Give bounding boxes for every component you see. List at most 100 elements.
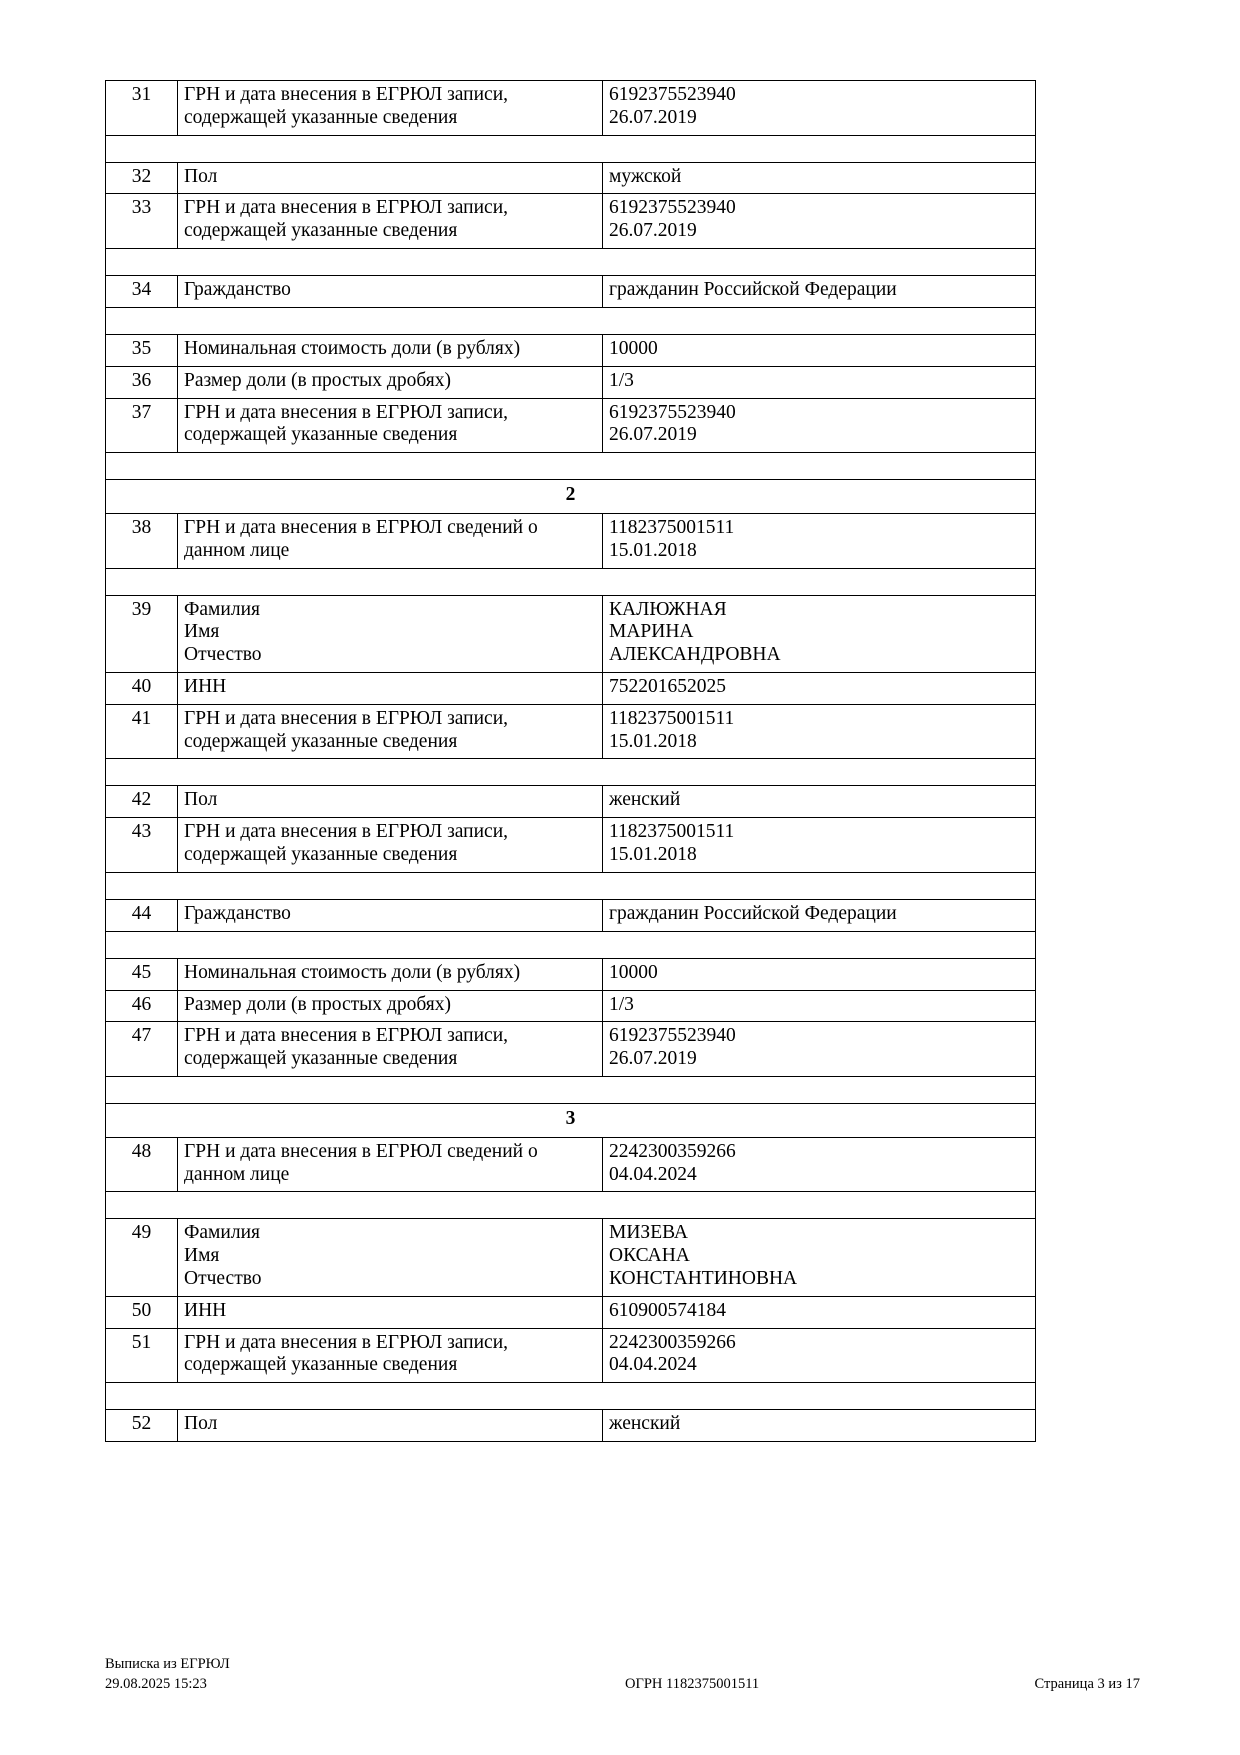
row-value-line: 15.01.2018	[609, 539, 697, 561]
row-value-lines: гражданин Российской Федерации	[609, 279, 1029, 302]
row-number-cell: 46	[105, 989, 178, 1023]
row-value-lines: 1182375001511 15.01.2018	[609, 708, 1029, 754]
table-spacer-row	[105, 1382, 1036, 1411]
row-value-cell: 752201652025	[602, 672, 1036, 705]
row-value-cell: 1182375001511 15.01.2018	[602, 703, 1036, 760]
row-value-line: женский	[609, 789, 681, 811]
row-value-line: гражданин Российской Федерации	[609, 902, 897, 924]
row-value-cell: 610900574184	[602, 1295, 1036, 1329]
row-value-cell: 6192375523940 26.07.2019	[602, 80, 1036, 136]
row-label-line: Имя	[184, 1245, 220, 1267]
row-value-cell: КАЛЮЖНАЯ МАРИНА АЛЕКСАНДРОВНА	[602, 594, 1036, 674]
table-spacer-cell	[105, 1382, 1036, 1411]
row-value-lines: женский	[609, 1413, 1029, 1436]
row-value-cell: 2242300359266 04.04.2024	[602, 1327, 1036, 1384]
row-value-line: КОНСТАНТИНОВНА	[609, 1268, 798, 1289]
row-value-lines: 10000	[609, 962, 1029, 985]
table-row: 36 Размер доли (в простых дробях) 1/3	[105, 365, 1036, 399]
row-value-lines: женский	[609, 789, 1029, 812]
row-value-cell: МИЗЕВА ОКСАНА КОНСТАНТИНОВНА	[602, 1218, 1036, 1297]
row-value-line: 610900574184	[609, 1299, 726, 1321]
row-label-cell: ИНН	[177, 1295, 603, 1329]
row-label-cell: ГРН и дата внесения в ЕГРЮЛ записи, соде…	[177, 817, 603, 873]
table-row: 51 ГРН и дата внесения в ЕГРЮЛ записи, со…	[105, 1327, 1036, 1384]
row-value-line: 26.07.2019	[609, 1048, 697, 1070]
row-value-line: 15.01.2018	[609, 730, 697, 752]
row-value-line: МИЗЕВА	[609, 1222, 688, 1244]
row-value-cell: гражданин Российской Федерации	[602, 275, 1036, 308]
table-row: 34 Гражданство гражданин Российской Федера…	[105, 275, 1036, 308]
table-row: 37 ГРН и дата внесения в ЕГРЮЛ записи, со…	[105, 397, 1036, 454]
row-value-cell: 1/3	[602, 365, 1036, 399]
row-label-cell: Пол	[177, 161, 603, 195]
row-label-cell: ГРН и дата внесения в ЕГРЮЛ записи, соде…	[177, 1327, 603, 1384]
row-value-line: 2242300359266	[609, 1140, 736, 1162]
row-label-cell: Пол	[177, 1409, 603, 1443]
row-value-line: 1182375001511	[609, 821, 735, 843]
table-spacer-cell	[105, 871, 1036, 900]
row-value-lines: МИЗЕВА ОКСАНА КОНСТАНТИНОВНА	[609, 1222, 1029, 1290]
table-row: 41 ГРН и дата внесения в ЕГРЮЛ записи, со…	[105, 703, 1036, 760]
table-row: 50 ИНН 610900574184	[105, 1295, 1036, 1329]
participant-group-header-row: 2	[105, 479, 1036, 514]
table-spacer-row	[105, 930, 1036, 959]
table-row: 48 ГРН и дата внесения в ЕГРЮЛ сведений о…	[105, 1136, 1036, 1193]
table-row: 49 Фамилия Имя Отчество МИЗЕВА ОКСАНА КОНСТАНТ…	[105, 1218, 1036, 1297]
row-value-lines: 1182375001511 15.01.2018	[609, 517, 1029, 563]
row-number-cell: 35	[105, 333, 178, 367]
row-value-cell: гражданин Российской Федерации	[602, 898, 1036, 932]
row-value-cell: женский	[602, 785, 1036, 819]
row-value-lines: 6192375523940 26.07.2019	[609, 84, 1029, 130]
row-value-line: 10000	[609, 337, 658, 359]
row-label-cell: Фамилия Имя Отчество	[177, 1218, 603, 1297]
row-value-cell: 6192375523940 26.07.2019	[602, 1021, 1036, 1077]
row-value-lines: 6192375523940 26.07.2019	[609, 197, 1029, 243]
row-value-lines: 752201652025	[609, 676, 1029, 699]
egrul-details-table: 31 ГРН и дата внесения в ЕГРЮЛ записи, со…	[105, 80, 1036, 1443]
row-value-lines: 6192375523940 26.07.2019	[609, 1025, 1029, 1071]
table-spacer-cell	[105, 930, 1036, 959]
table-spacer-row	[105, 452, 1036, 481]
row-value-line: 1/3	[609, 993, 634, 1015]
row-value-lines: мужской	[609, 166, 1029, 189]
row-label-cell: ГРН и дата внесения в ЕГРЮЛ записи, соде…	[177, 703, 603, 760]
row-label-line: Фамилия	[184, 598, 260, 620]
table-row: 42 Пол женский	[105, 785, 1036, 819]
row-value-line: 04.04.2024	[609, 1354, 697, 1376]
table-row: 32 Пол мужской	[105, 161, 1036, 195]
row-value-line: гражданин Российской Федерации	[609, 279, 897, 301]
page-footer: Выписка из ЕГРЮЛ 29.08.2025 15:23 ОГРН 1…	[105, 1655, 1140, 1694]
row-value-cell: 10000	[602, 333, 1036, 367]
row-label-line: Отчество	[184, 1268, 262, 1289]
footer-document-title: Выписка из ЕГРЮЛ	[105, 1656, 230, 1672]
participant-group-header-row: 3	[105, 1102, 1036, 1138]
row-number-cell: 45	[105, 957, 178, 991]
row-label-cell: Гражданство	[177, 275, 603, 308]
table-spacer-row	[105, 248, 1036, 277]
row-value-lines: 610900574184	[609, 1300, 1029, 1323]
table-spacer-row	[105, 1075, 1036, 1104]
row-value-cell: 10000	[602, 957, 1036, 991]
row-value-line: 6192375523940	[609, 401, 736, 423]
row-label-cell: ИНН	[177, 672, 603, 705]
table-spacer-cell	[105, 306, 1036, 335]
row-value-line: 26.07.2019	[609, 424, 697, 446]
table-spacer-cell	[105, 567, 1036, 596]
participant-group-number: 3	[105, 1102, 1036, 1138]
row-value-line: 04.04.2024	[609, 1163, 697, 1185]
table-spacer-row	[105, 758, 1036, 787]
table-spacer-row	[105, 871, 1036, 900]
footer-timestamp: 29.08.2025 15:23	[105, 1675, 207, 1692]
row-label-cell: ГРН и дата внесения в ЕГРЮЛ записи, соде…	[177, 193, 603, 250]
row-number-cell: 33	[105, 193, 178, 250]
table-row: 33 ГРН и дата внесения в ЕГРЮЛ записи, со…	[105, 193, 1036, 250]
row-value-line: 15.01.2018	[609, 844, 697, 866]
row-label-cell: Фамилия Имя Отчество	[177, 594, 603, 674]
footer-document-info: Выписка из ЕГРЮЛ 29.08.2025 15:23	[105, 1655, 230, 1694]
row-value-cell: 1/3	[602, 989, 1036, 1023]
table-spacer-cell	[105, 134, 1036, 163]
row-label-line: Отчество	[184, 644, 262, 666]
row-value-line: 6192375523940	[609, 1025, 736, 1047]
table-spacer-cell	[105, 452, 1036, 481]
table-spacer-row	[105, 306, 1036, 335]
